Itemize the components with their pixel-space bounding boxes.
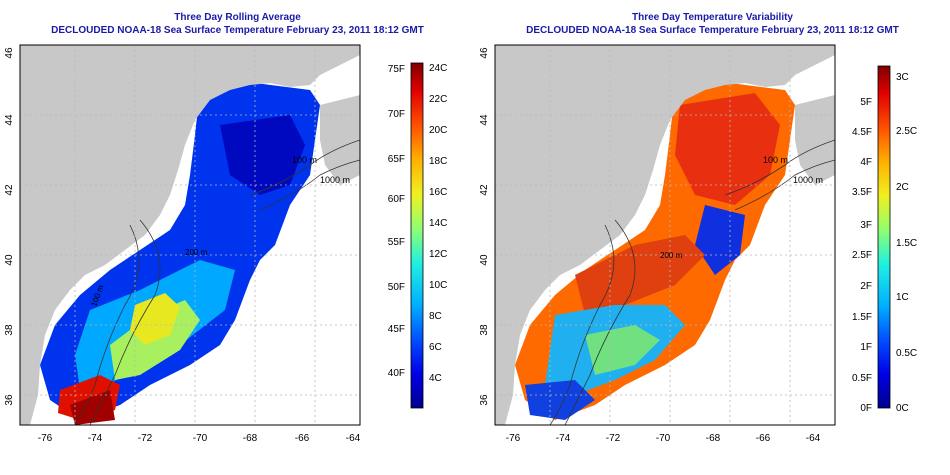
contour-label: 200 m [660, 251, 683, 260]
land-mass [20, 45, 360, 425]
colorbar-fahrenheit-label: 2.5F [852, 250, 872, 261]
panel-title: Three Day Temperature Variability [632, 12, 793, 23]
colorbar-fahrenheit-label: 55F [388, 237, 405, 248]
lat-tick-label: 44 [4, 114, 15, 126]
lon-tick-label: -72 [138, 433, 153, 444]
lon-tick-label: -68 [706, 433, 721, 444]
colorbar-celsius-label: 4C [429, 373, 442, 384]
lon-tick-label: -70 [193, 433, 208, 444]
contour-label: 200 m [185, 248, 208, 257]
lon-tick-label: -72 [606, 433, 621, 444]
colorbar-celsius-label: 1C [896, 292, 909, 303]
colorbar-celsius-label: 18C [429, 156, 447, 167]
colorbar-fahrenheit-label: 3F [860, 220, 872, 231]
land-mass [495, 45, 835, 425]
colorbar-fahrenheit-label: 75F [388, 64, 405, 75]
lon-tick-label: -74 [88, 433, 103, 444]
sst-variability-map: 100 m 1000 m 200 m -76 -74 -72 -70 -68 -… [479, 44, 917, 444]
longitude-axis: -76 -74 -72 -70 -68 -66 -64 [506, 433, 821, 444]
lon-tick-label: -64 [806, 433, 821, 444]
lon-tick-label: -76 [506, 433, 521, 444]
colorbar-celsius-label: 14C [429, 218, 447, 229]
panel-title: Three Day Rolling Average [174, 12, 301, 23]
colorbar-celsius-label: 12C [429, 249, 447, 260]
contour-label: 1000 m [793, 175, 823, 185]
contour-label: 100 m [292, 155, 317, 165]
colorbar-fahrenheit-label: 0.5F [852, 373, 872, 384]
graticule [495, 45, 835, 425]
colorbar-celsius-label: 20C [429, 125, 447, 136]
lat-tick-label: 40 [4, 254, 15, 266]
colorbar-fahrenheit-label: 4.5F [852, 127, 872, 138]
lat-tick-label: 46 [4, 47, 15, 59]
colorbar-fahrenheit-label: 65F [388, 154, 405, 165]
colorbar: 5F 4.5F 4F 3.5F 3F 2.5F 2F 1.5F 1F 0.5F … [852, 65, 917, 414]
sst-average-panel: Three Day Rolling Average DECLOUDED NOAA… [4, 12, 447, 444]
lat-tick-label: 42 [479, 184, 490, 196]
sst-average-map: 100 m 1000 m 200 m 100 m -76 -74 -72 -70… [4, 44, 447, 444]
lat-tick-label: 36 [479, 394, 490, 406]
colorbar-celsius-label: 16C [429, 187, 447, 198]
panel-subtitle: DECLOUDED NOAA-18 Sea Surface Temperatur… [51, 25, 424, 36]
colorbar-celsius-label: 2.5C [896, 126, 917, 137]
colorbar-celsius-label: 6C [429, 342, 442, 353]
colorbar-fahrenheit-label: 2F [860, 281, 872, 292]
lat-tick-label: 38 [4, 324, 15, 336]
latitude-axis: 36 38 40 42 44 46 [479, 47, 490, 406]
colorbar-fahrenheit-label: 70F [388, 109, 405, 120]
latitude-axis: 36 38 40 42 44 46 [4, 47, 15, 406]
colorbar-celsius-label: 0C [896, 403, 909, 414]
colorbar-celsius-label: 8C [429, 311, 442, 322]
lon-tick-label: -74 [556, 433, 571, 444]
colorbar-celsius-label: 3C [896, 72, 909, 83]
colorbar-fahrenheit-label: 0F [860, 403, 872, 414]
lon-tick-label: -76 [38, 433, 53, 444]
lon-tick-label: -70 [656, 433, 671, 444]
colorbar-fahrenheit-label: 60F [388, 194, 405, 205]
map-frame [494, 44, 836, 426]
colorbar-celsius-label: 24C [429, 63, 447, 74]
lat-tick-label: 46 [479, 47, 490, 59]
lat-tick-label: 40 [479, 254, 490, 266]
colorbar-celsius-label: 22C [429, 94, 447, 105]
lon-tick-label: -68 [243, 433, 258, 444]
contour-label: 100 m [763, 155, 788, 165]
sst-variability-panel: Three Day Temperature Variability DECLOU… [475, 0, 950, 475]
colorbar-celsius-label: 2C [896, 182, 909, 193]
colorbar-celsius-label: 10C [429, 280, 447, 291]
lon-tick-label: -66 [295, 433, 310, 444]
colorbar-fahrenheit-label: 3.5F [852, 187, 872, 198]
longitude-axis: -76 -74 -72 -70 -68 -66 -64 [38, 433, 361, 444]
lat-tick-label: 44 [479, 114, 490, 126]
lat-tick-label: 42 [4, 184, 15, 196]
lat-tick-label: 38 [479, 324, 490, 336]
colorbar: 75F 70F 65F 60F 55F 50F 45F 40F 24C 22C … [388, 62, 447, 409]
colorbar-fahrenheit-label: 40F [388, 368, 405, 379]
lon-tick-label: -66 [756, 433, 771, 444]
graticule [20, 45, 360, 425]
colorbar-celsius-label: 1.5C [896, 238, 917, 249]
colorbar-fahrenheit-label: 50F [388, 282, 405, 293]
colorbar-fahrenheit-label: 5F [860, 97, 872, 108]
panel-subtitle: DECLOUDED NOAA-18 Sea Surface Temperatur… [526, 25, 899, 36]
colorbar-fahrenheit-label: 4F [860, 157, 872, 168]
colorbar-fahrenheit-label: 1.5F [852, 312, 872, 323]
colorbar-fahrenheit-label: 1F [860, 342, 872, 353]
colorbar-fahrenheit-label: 45F [388, 324, 405, 335]
colorbar-celsius-label: 0.5C [896, 348, 917, 359]
contour-label: 1000 m [320, 175, 350, 185]
lat-tick-label: 36 [4, 394, 15, 406]
map-frame [19, 44, 361, 426]
lon-tick-label: -64 [346, 433, 361, 444]
